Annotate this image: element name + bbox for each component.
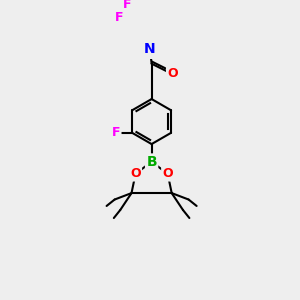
Text: O: O	[130, 167, 141, 180]
Text: N: N	[144, 42, 156, 56]
Text: F: F	[123, 0, 132, 11]
Text: O: O	[167, 67, 178, 80]
Text: F: F	[112, 126, 120, 139]
Text: O: O	[162, 167, 173, 180]
Text: F: F	[115, 11, 124, 24]
Text: B: B	[146, 155, 157, 169]
